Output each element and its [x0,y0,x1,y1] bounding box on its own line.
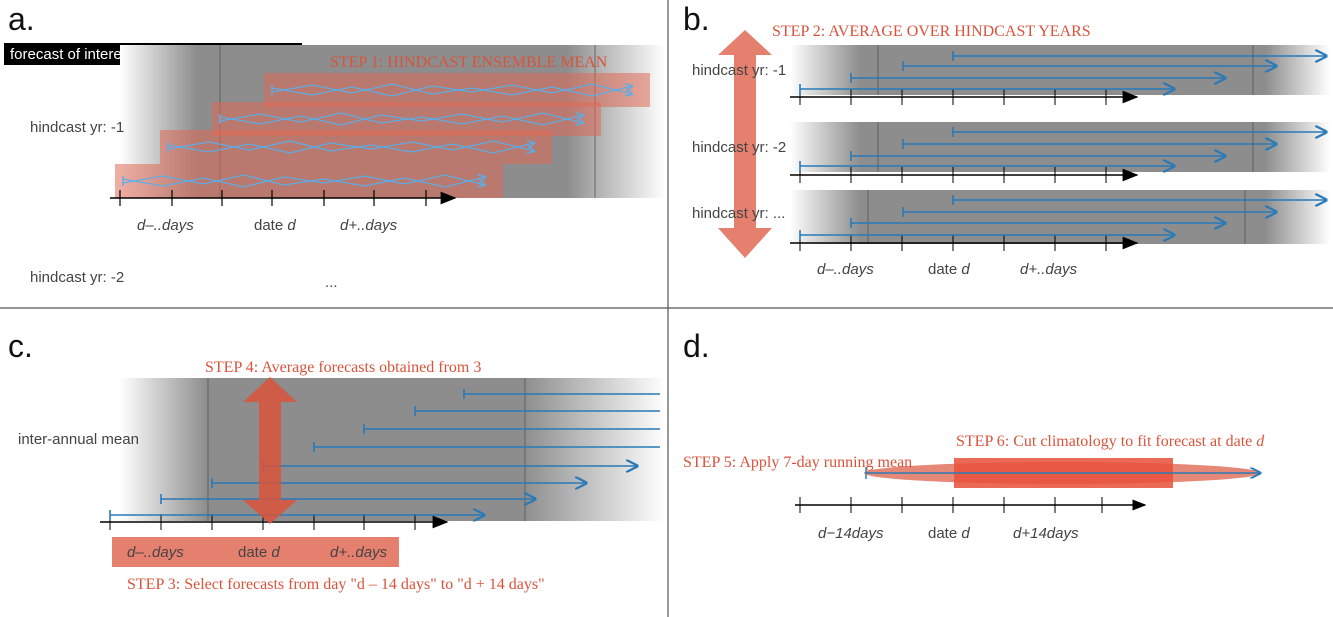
selection-window [112,537,399,567]
ellipsis: ... [325,274,338,291]
tick-label-right: d+..days [340,217,398,234]
panel-c-letter: c. [8,328,33,364]
panel-b-letter: b. [683,1,710,37]
panel-d: d. STEP 5: Apply 7-day running mean STEP… [683,328,1265,542]
step-3-label: STEP 3: Select forecasts from day "d – 1… [127,576,545,593]
panel-b: b. STEP 2: AVERAGE OVER HINDCAST YEARS h… [683,1,1330,278]
ensemble-member-line [271,83,632,96]
tick-label-mid: date d [254,217,296,234]
step-4-label: STEP 4: Average forecasts obtained from … [205,359,481,376]
step-6-label: STEP 6: Cut climatology to fit forecast … [956,433,1265,450]
hindcast-row-label: hindcast yr: -2 [30,269,124,286]
forecast-arrows [790,51,1326,251]
tick-label-left: d−14days [818,525,884,542]
ensemble-member-line [271,84,632,97]
hindcast-row-label: hindcast yr: -1 [30,119,124,136]
ensemble-member-line [219,113,583,126]
panel-c: c. STEP 4: Average forecasts obtained fr… [8,328,665,593]
average-double-arrow [718,30,772,258]
tick-label-left: d–..days [137,217,194,234]
tick-label-left: d–..days [817,261,874,278]
ensemble-member-line [122,174,485,187]
step-1-label: STEP 1: HINDCAST ENSEMBLE MEAN [330,54,608,71]
tick-label-left: d–..days [127,544,184,561]
gray-band [120,378,665,521]
gray-band [790,45,1330,95]
average-double-arrow [243,377,297,524]
hindcast-row-label: hindcast yr: -2 [692,139,786,156]
tick-label-right: d+..days [330,544,388,561]
ensemble-group [115,73,650,198]
ensemble-member-line [122,175,485,188]
gray-band [790,190,1330,244]
tick-label-mid: date d [928,525,970,542]
step-5-label: STEP 5: Apply 7-day running mean [683,454,912,471]
panel-d-letter: d. [683,328,710,364]
hindcast-row-label: hindcast yr: -1 [692,62,786,79]
ensemble-member-line [167,140,534,153]
hindcast-row-label: hindcast yr: ... [692,205,785,222]
tick-label-right: d+14days [1013,525,1079,542]
step-2-label: STEP 2: AVERAGE OVER HINDCAST YEARS [772,23,1091,40]
tick-label-mid: date d [238,544,280,561]
panel-a: a. forecast of interest: starts on date … [4,1,665,291]
tick-label-mid: date d [928,261,970,278]
tick-label-right: d+..days [1020,261,1078,278]
axis-ticks [119,190,427,206]
row-label: inter-annual mean [18,431,139,448]
forecast-arrows [100,389,660,530]
axis-ticks [799,497,1103,513]
ensemble-member-line [219,112,583,125]
gray-band [790,122,1330,172]
panel-a-letter: a. [8,1,35,37]
ensemble-member-line [167,141,534,154]
